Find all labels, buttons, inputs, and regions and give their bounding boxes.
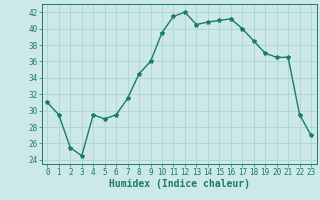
X-axis label: Humidex (Indice chaleur): Humidex (Indice chaleur) <box>109 179 250 189</box>
